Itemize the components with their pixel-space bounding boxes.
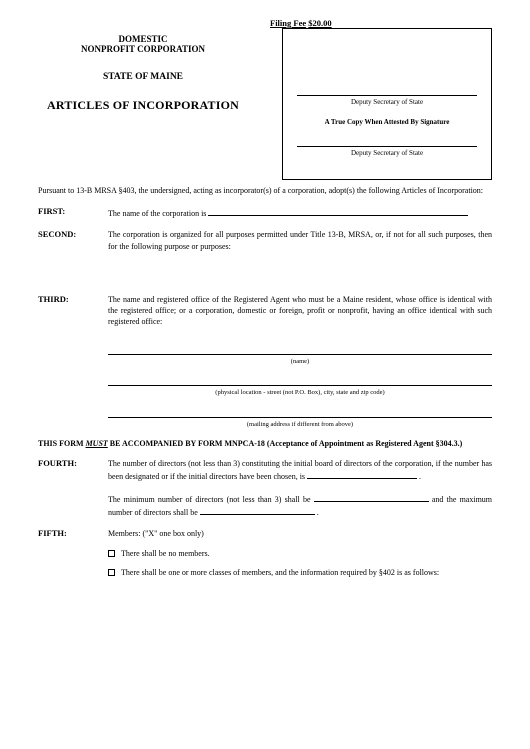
agent-address-field[interactable]	[108, 376, 492, 386]
dep-sec-2: Deputy Secretary of State	[293, 149, 481, 157]
accomp-post: BE ACCOMPANIED BY FORM MNPCA-18 (Accepta…	[110, 439, 462, 448]
third-label: THIRD:	[38, 294, 108, 429]
intro-paragraph: Pursuant to 13-B MRSA §403, the undersig…	[38, 185, 492, 196]
fee-label: Filing Fee	[270, 18, 306, 28]
state-name: STATE OF MAINE	[38, 72, 248, 82]
page: Filing Fee $20.00 Deputy Secretary of St…	[0, 0, 530, 749]
first-content: The name of the corporation is	[108, 206, 492, 219]
article-second: SECOND: The corporation is organized for…	[38, 229, 492, 251]
min-directors-field[interactable]	[314, 492, 429, 502]
fourth-text2a: The minimum number of directors (not les…	[108, 495, 311, 504]
article-fifth: FIFTH: Members: ("X" one box only) There…	[38, 528, 492, 578]
article-fourth: FOURTH: The number of directors (not les…	[38, 458, 492, 519]
entity-type-2: NONPROFIT CORPORATION	[38, 44, 248, 54]
agent-mailing-field[interactable]	[108, 408, 492, 418]
fourth-text1: The number of directors (not less than 3…	[108, 459, 492, 481]
third-text: The name and registered office of the Re…	[108, 294, 492, 328]
accomp-must: MUST	[86, 439, 108, 448]
fifth-content: Members: ("X" one box only) There shall …	[108, 528, 492, 578]
opt-has-members: There shall be one or more classes of me…	[121, 568, 439, 577]
entity-type-1: DOMESTIC	[38, 34, 248, 44]
header-block: DOMESTIC NONPROFIT CORPORATION STATE OF …	[38, 34, 248, 113]
agent-mailing-cap: (mailing address if different from above…	[108, 420, 492, 429]
attestation-box: Deputy Secretary of State A True Copy Wh…	[282, 28, 492, 180]
agent-name-cap: (name)	[108, 357, 492, 366]
signature-line-1	[297, 95, 477, 96]
checkbox-no-members[interactable]	[108, 550, 115, 557]
third-content: The name and registered office of the Re…	[108, 294, 492, 429]
doc-title: ARTICLES OF INCORPORATION	[38, 98, 248, 113]
first-label: FIRST:	[38, 206, 108, 219]
true-copy-text: A True Copy When Attested By Signature	[293, 118, 481, 126]
fourth-label: FOURTH:	[38, 458, 108, 519]
checkbox-has-members[interactable]	[108, 569, 115, 576]
second-content: The corporation is organized for all pur…	[108, 229, 492, 251]
max-directors-field[interactable]	[200, 505, 315, 515]
article-third: THIRD: The name and registered office of…	[38, 294, 492, 429]
filing-fee: Filing Fee $20.00	[270, 18, 332, 28]
corp-name-field[interactable]	[208, 206, 468, 216]
accomp-pre: THIS FORM	[38, 439, 84, 448]
second-label: SECOND:	[38, 229, 108, 251]
signature-line-2	[297, 146, 477, 147]
body: Pursuant to 13-B MRSA §403, the undersig…	[38, 113, 492, 578]
agent-name-field[interactable]	[108, 345, 492, 355]
accompany-notice: THIS FORM MUST BE ACCOMPANIED BY FORM MN…	[38, 439, 492, 448]
first-text: The name of the corporation is	[108, 209, 206, 218]
fifth-label: FIFTH:	[38, 528, 108, 578]
dep-sec-1: Deputy Secretary of State	[293, 98, 481, 106]
fourth-content: The number of directors (not less than 3…	[108, 458, 492, 519]
fifth-members: Members: ("X" one box only)	[108, 528, 492, 539]
fee-amount: $20.00	[308, 18, 331, 28]
opt-no-members: There shall be no members.	[121, 549, 210, 558]
agent-address-cap: (physical location - street (not P.O. Bo…	[108, 388, 492, 397]
article-first: FIRST: The name of the corporation is	[38, 206, 492, 219]
num-directors-field[interactable]	[307, 469, 417, 479]
